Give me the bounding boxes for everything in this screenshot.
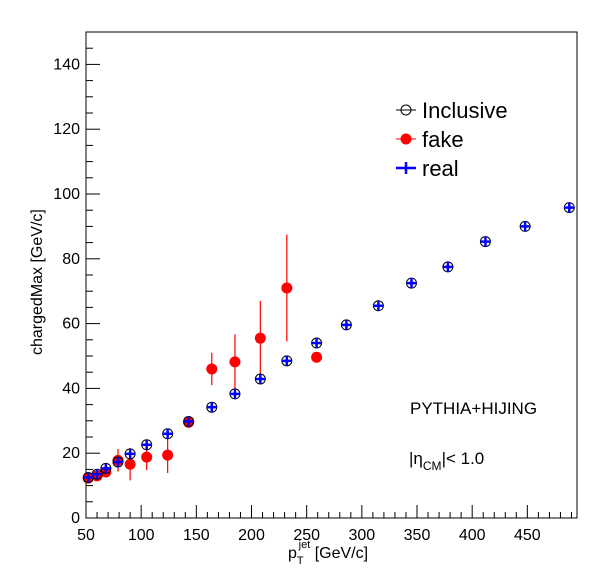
real-point bbox=[564, 202, 575, 213]
x-tick-label: 200 bbox=[238, 527, 265, 544]
real-point bbox=[183, 416, 194, 427]
x-tick-label: 300 bbox=[348, 527, 375, 544]
y-tick-label: 80 bbox=[62, 251, 80, 268]
legend-item-fake: fake bbox=[396, 127, 464, 152]
real-point bbox=[406, 278, 417, 289]
real-point bbox=[92, 469, 103, 480]
y-tick-label: 100 bbox=[53, 186, 80, 203]
real-point bbox=[141, 439, 152, 450]
legend-item-real: real bbox=[396, 156, 459, 181]
real-point bbox=[206, 402, 217, 413]
y-tick-label: 40 bbox=[62, 380, 80, 397]
fake-point bbox=[311, 351, 323, 363]
fake-point bbox=[206, 363, 218, 375]
x-tick-label: 250 bbox=[293, 527, 320, 544]
legend-item-inclusive: Inclusive bbox=[396, 98, 508, 123]
y-tick-label: 140 bbox=[53, 56, 80, 73]
data-marks bbox=[82, 202, 575, 484]
real-point bbox=[442, 261, 453, 272]
x-axis-title-unit: [GeV/c] bbox=[310, 545, 368, 562]
fake-point bbox=[162, 449, 174, 461]
x-tick-label: 50 bbox=[77, 527, 95, 544]
axis-ticks bbox=[85, 31, 572, 519]
eta-prefix: | bbox=[409, 449, 413, 468]
fake-point bbox=[141, 451, 153, 463]
x-axis-title-main: p bbox=[288, 545, 297, 562]
x-axis-title-sub: T bbox=[297, 555, 304, 567]
x-axis-title: pTjet [GeV/c] bbox=[288, 539, 368, 567]
fake-point bbox=[281, 282, 293, 294]
real-point bbox=[311, 338, 322, 349]
x-tick-label: 350 bbox=[404, 527, 431, 544]
fake-point bbox=[229, 356, 241, 368]
x-tick-label: 150 bbox=[183, 527, 210, 544]
y-tick-label: 20 bbox=[62, 445, 80, 462]
tick-labels: 50 100 150 200 250 300 350 400 450 0 20 40 60 80 100 12… bbox=[53, 56, 540, 544]
legend: Inclusive fake real bbox=[396, 98, 508, 181]
real-point bbox=[281, 355, 292, 366]
x-tick-label: 400 bbox=[459, 527, 486, 544]
real-point bbox=[520, 221, 531, 232]
real-point bbox=[125, 448, 136, 459]
fake-point bbox=[254, 332, 266, 344]
legend-fake-marker bbox=[400, 133, 412, 145]
real-point bbox=[255, 374, 266, 385]
real-point bbox=[229, 388, 240, 399]
y-tick-label: 120 bbox=[53, 121, 80, 138]
real-point bbox=[162, 428, 173, 439]
fake-point bbox=[124, 458, 136, 470]
annotation-generator: PYTHIA+HIJING bbox=[410, 399, 537, 418]
eta-sub: CM bbox=[423, 459, 442, 473]
real-point bbox=[112, 456, 123, 467]
legend-fake-label: fake bbox=[422, 127, 464, 152]
eta-symbol: η bbox=[413, 449, 422, 468]
legend-real-label: real bbox=[422, 156, 459, 181]
y-tick-label: 0 bbox=[71, 510, 80, 527]
real-point bbox=[83, 472, 94, 483]
legend-inclusive-label: Inclusive bbox=[422, 98, 508, 123]
y-tick-label: 60 bbox=[62, 316, 80, 333]
legend-inclusive-marker bbox=[400, 104, 412, 116]
annotation-eta-cut: |ηCM|< 1.0 bbox=[409, 449, 484, 473]
x-axis-title-sup: jet bbox=[298, 539, 311, 551]
x-tick-label: 450 bbox=[514, 527, 541, 544]
x-tick-label: 100 bbox=[128, 527, 155, 544]
real-point bbox=[373, 300, 384, 311]
eta-suffix: |< 1.0 bbox=[442, 449, 485, 468]
real-point bbox=[341, 319, 352, 330]
real-point bbox=[100, 463, 111, 474]
y-axis-title: chargedMax [GeV/c] bbox=[29, 209, 46, 355]
real-point bbox=[480, 236, 491, 247]
